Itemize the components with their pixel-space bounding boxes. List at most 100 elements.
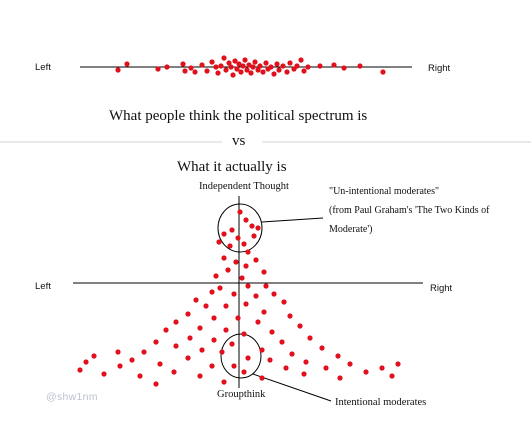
- bottom-dot: [219, 349, 225, 355]
- bottom-dot: [335, 353, 341, 359]
- bottom-dot: [263, 283, 269, 289]
- top-dot: [244, 67, 250, 73]
- bottom-dot: [141, 349, 147, 355]
- top-dot: [268, 64, 274, 70]
- top-dot: [317, 63, 323, 69]
- top-dot: [218, 63, 224, 69]
- bottom-dot: [197, 325, 203, 331]
- top-dot: [274, 61, 280, 67]
- top-dot: [213, 64, 219, 70]
- bottom-dot: [171, 369, 177, 375]
- top-dot: [228, 64, 234, 70]
- top-dot: [248, 70, 254, 76]
- watermark: @shw1nm: [46, 391, 98, 403]
- bottom-dot: [279, 339, 285, 345]
- top-dot: [252, 59, 258, 65]
- bottom-dot: [235, 235, 241, 241]
- bottom-dot: [243, 263, 249, 269]
- bottom-dot: [261, 309, 267, 315]
- bottom-dot: [301, 371, 307, 377]
- bottom-dot: [259, 375, 265, 381]
- bottom-dot: [213, 273, 219, 279]
- bottom-dot: [197, 373, 203, 379]
- bottom-dot: [185, 311, 191, 317]
- bottom-dot: [259, 347, 265, 353]
- bottom-dot: [237, 209, 243, 215]
- bottom-dot: [153, 339, 159, 345]
- bottom-dot: [223, 303, 229, 309]
- bottom-dot: [269, 329, 275, 335]
- unintentional-moderates-circle: [217, 203, 263, 253]
- top-dot: [240, 63, 246, 69]
- unintentional-moderates-line3: Moderate'): [329, 224, 373, 235]
- bottom-dot: [185, 355, 191, 361]
- intentional-moderates-label: Intentional moderates: [335, 397, 427, 408]
- bottom-dot: [173, 319, 179, 325]
- bottom-dot: [283, 365, 289, 371]
- top-dot: [182, 68, 188, 74]
- bottom-dot: [241, 331, 247, 337]
- top-dot: [276, 67, 282, 73]
- top-dot: [238, 69, 244, 75]
- bottom-dot: [101, 371, 107, 377]
- bottom-dot: [199, 347, 205, 353]
- bottom-dot: [203, 303, 209, 309]
- bottom-dot-cluster: [77, 209, 401, 387]
- groupthink-label: Groupthink: [217, 389, 266, 400]
- top-dot: [188, 65, 194, 71]
- bottom-dot: [337, 375, 343, 381]
- top-dot: [164, 64, 170, 70]
- top-dot: [230, 72, 236, 78]
- top-dot: [341, 65, 347, 71]
- top-dot: [215, 70, 221, 76]
- bottom-dot: [253, 257, 259, 263]
- bottom-caption: What it actually is: [177, 159, 287, 175]
- top-dot: [236, 61, 242, 67]
- bottom-dot: [253, 293, 259, 299]
- top-dot: [260, 69, 266, 75]
- bottom-dot: [227, 243, 233, 249]
- bottom-dot: [255, 225, 261, 231]
- top-dot: [271, 71, 277, 77]
- bottom-dot: [77, 367, 83, 373]
- bottom-dot: [193, 297, 199, 303]
- top-left-label: Left: [35, 62, 51, 73]
- unintentional-moderates-line2: (from Paul Graham's 'The Two Kinds of: [329, 205, 490, 216]
- bottom-dot: [211, 337, 217, 343]
- bottom-dot: [241, 369, 247, 375]
- top-dot: [250, 64, 256, 70]
- bottom-dot: [287, 313, 293, 319]
- bottom-dot: [281, 299, 287, 305]
- bottom-dot: [187, 335, 193, 341]
- top-dot: [204, 68, 210, 74]
- bottom-dot: [251, 233, 257, 239]
- bottom-dot: [233, 259, 239, 265]
- bottom-dot: [225, 267, 231, 273]
- bottom-dot: [241, 241, 247, 247]
- bottom-dot: [209, 363, 215, 369]
- bottom-dot: [289, 351, 295, 357]
- bottom-dot: [235, 315, 241, 321]
- bottom-dot: [231, 363, 237, 369]
- top-dot: [257, 63, 263, 69]
- top-dot: [357, 63, 363, 69]
- bottom-dot: [229, 227, 235, 233]
- top-dot: [155, 66, 161, 72]
- top-dot: [234, 66, 240, 72]
- bottom-dot: [223, 327, 229, 333]
- top-dot: [280, 63, 286, 69]
- bottom-dot: [117, 363, 123, 369]
- bottom-dot: [91, 353, 97, 359]
- bottom-dot: [243, 217, 249, 223]
- bottom-left-label: Left: [35, 281, 51, 292]
- bottom-dot: [221, 255, 227, 261]
- top-dot: [180, 61, 186, 67]
- intentional-moderates-circle: [220, 333, 262, 379]
- top-dot: [305, 64, 311, 70]
- top-dot-cluster: [115, 55, 386, 78]
- top-dot: [199, 62, 205, 68]
- bottom-dot: [261, 269, 267, 275]
- top-dot: [284, 69, 290, 75]
